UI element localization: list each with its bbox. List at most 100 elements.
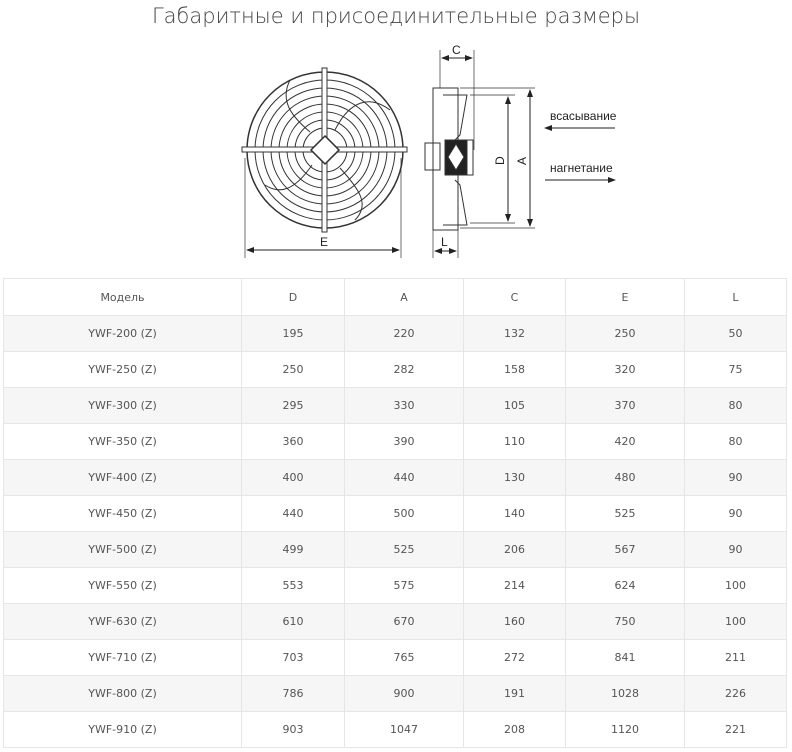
model-cell: YWF-200 (Z) <box>3 315 242 352</box>
value-cell: 160 <box>463 603 566 640</box>
value-cell: 50 <box>684 315 787 352</box>
value-cell: 320 <box>565 351 685 388</box>
value-cell: 903 <box>241 711 345 748</box>
dim-label-l: L <box>441 235 448 249</box>
value-cell: 272 <box>463 639 566 676</box>
dimensions-table: Модель D A C E L YWF-200 (Z) 195 220 132 250 50 YWF… <box>3 278 787 748</box>
value-cell: 500 <box>344 495 464 532</box>
value-cell: 575 <box>344 567 464 604</box>
model-cell: YWF-300 (Z) <box>3 387 242 424</box>
value-cell: 208 <box>463 711 566 748</box>
value-cell: 1120 <box>565 711 685 748</box>
dim-label-c: C <box>452 43 461 57</box>
value-cell: 110 <box>463 423 566 460</box>
value-cell: 90 <box>684 495 787 532</box>
table-row: YWF-200 (Z) 195 220 132 250 50 <box>3 315 787 352</box>
value-cell: 360 <box>241 423 345 460</box>
value-cell: 670 <box>344 603 464 640</box>
table-row: YWF-800 (Z) 786 900 191 1028 226 <box>3 675 787 712</box>
column-header: D <box>241 278 345 316</box>
value-cell: 765 <box>344 639 464 676</box>
value-cell: 80 <box>684 423 787 460</box>
column-header: E <box>565 278 685 316</box>
column-header: Модель <box>3 278 242 316</box>
dim-label-a: A <box>515 157 529 165</box>
model-cell: YWF-400 (Z) <box>3 459 242 496</box>
table-row: YWF-500 (Z) 499 525 206 567 90 <box>3 531 787 568</box>
value-cell: 211 <box>684 639 787 676</box>
value-cell: 480 <box>565 459 685 496</box>
column-header: L <box>684 278 787 316</box>
table-row: YWF-350 (Z) 360 390 110 420 80 <box>3 423 787 460</box>
table-row: YWF-250 (Z) 250 282 158 320 75 <box>3 351 787 388</box>
value-cell: 703 <box>241 639 345 676</box>
value-cell: 206 <box>463 531 566 568</box>
model-cell: YWF-550 (Z) <box>3 567 242 604</box>
discharge-label: нагнетание <box>550 161 613 175</box>
value-cell: 220 <box>344 315 464 352</box>
suction-label: всасывание <box>550 109 617 123</box>
value-cell: 1028 <box>565 675 685 712</box>
table-row: YWF-400 (Z) 400 440 130 480 90 <box>3 459 787 496</box>
value-cell: 250 <box>241 351 345 388</box>
value-cell: 226 <box>684 675 787 712</box>
value-cell: 440 <box>344 459 464 496</box>
model-cell: YWF-710 (Z) <box>3 639 242 676</box>
model-cell: YWF-630 (Z) <box>3 603 242 640</box>
table-row: YWF-910 (Z) 903 1047 208 1120 221 <box>3 711 787 748</box>
value-cell: 420 <box>565 423 685 460</box>
fan-front-view <box>241 67 408 233</box>
value-cell: 841 <box>565 639 685 676</box>
value-cell: 214 <box>463 567 566 604</box>
fan-side-view <box>424 87 474 231</box>
value-cell: 90 <box>684 531 787 568</box>
value-cell: 100 <box>684 567 787 604</box>
value-cell: 158 <box>463 351 566 388</box>
value-cell: 221 <box>684 711 787 748</box>
value-cell: 553 <box>241 567 345 604</box>
value-cell: 786 <box>241 675 345 712</box>
value-cell: 132 <box>463 315 566 352</box>
table-row: YWF-300 (Z) 295 330 105 370 80 <box>3 387 787 424</box>
column-header: C <box>463 278 566 316</box>
dim-label-e: E <box>320 235 328 249</box>
value-cell: 900 <box>344 675 464 712</box>
table-row: YWF-630 (Z) 610 670 160 750 100 <box>3 603 787 640</box>
column-header: A <box>344 278 464 316</box>
value-cell: 525 <box>344 531 464 568</box>
model-cell: YWF-910 (Z) <box>3 711 242 748</box>
value-cell: 499 <box>241 531 345 568</box>
value-cell: 140 <box>463 495 566 532</box>
value-cell: 282 <box>344 351 464 388</box>
value-cell: 624 <box>565 567 685 604</box>
value-cell: 80 <box>684 387 787 424</box>
value-cell: 295 <box>241 387 345 424</box>
table-header-row: Модель D A C E L <box>3 278 787 316</box>
value-cell: 100 <box>684 603 787 640</box>
table-row: YWF-550 (Z) 553 575 214 624 100 <box>3 567 787 604</box>
model-cell: YWF-800 (Z) <box>3 675 242 712</box>
value-cell: 390 <box>344 423 464 460</box>
value-cell: 525 <box>565 495 685 532</box>
value-cell: 105 <box>463 387 566 424</box>
page-title: Габаритные и присоединительные размеры <box>151 4 641 28</box>
model-cell: YWF-250 (Z) <box>3 351 242 388</box>
value-cell: 400 <box>241 459 345 496</box>
table-row: YWF-710 (Z) 703 765 272 841 211 <box>3 639 787 676</box>
value-cell: 130 <box>463 459 566 496</box>
value-cell: 330 <box>344 387 464 424</box>
value-cell: 1047 <box>344 711 464 748</box>
fan-dimension-diagram: E C D A L всасывание нагнетание <box>241 43 617 258</box>
value-cell: 75 <box>684 351 787 388</box>
value-cell: 250 <box>565 315 685 352</box>
value-cell: 191 <box>463 675 566 712</box>
model-cell: YWF-450 (Z) <box>3 495 242 532</box>
model-cell: YWF-350 (Z) <box>3 423 242 460</box>
value-cell: 750 <box>565 603 685 640</box>
value-cell: 370 <box>565 387 685 424</box>
value-cell: 195 <box>241 315 345 352</box>
value-cell: 440 <box>241 495 345 532</box>
dim-label-d: D <box>493 156 507 165</box>
model-cell: YWF-500 (Z) <box>3 531 242 568</box>
value-cell: 90 <box>684 459 787 496</box>
